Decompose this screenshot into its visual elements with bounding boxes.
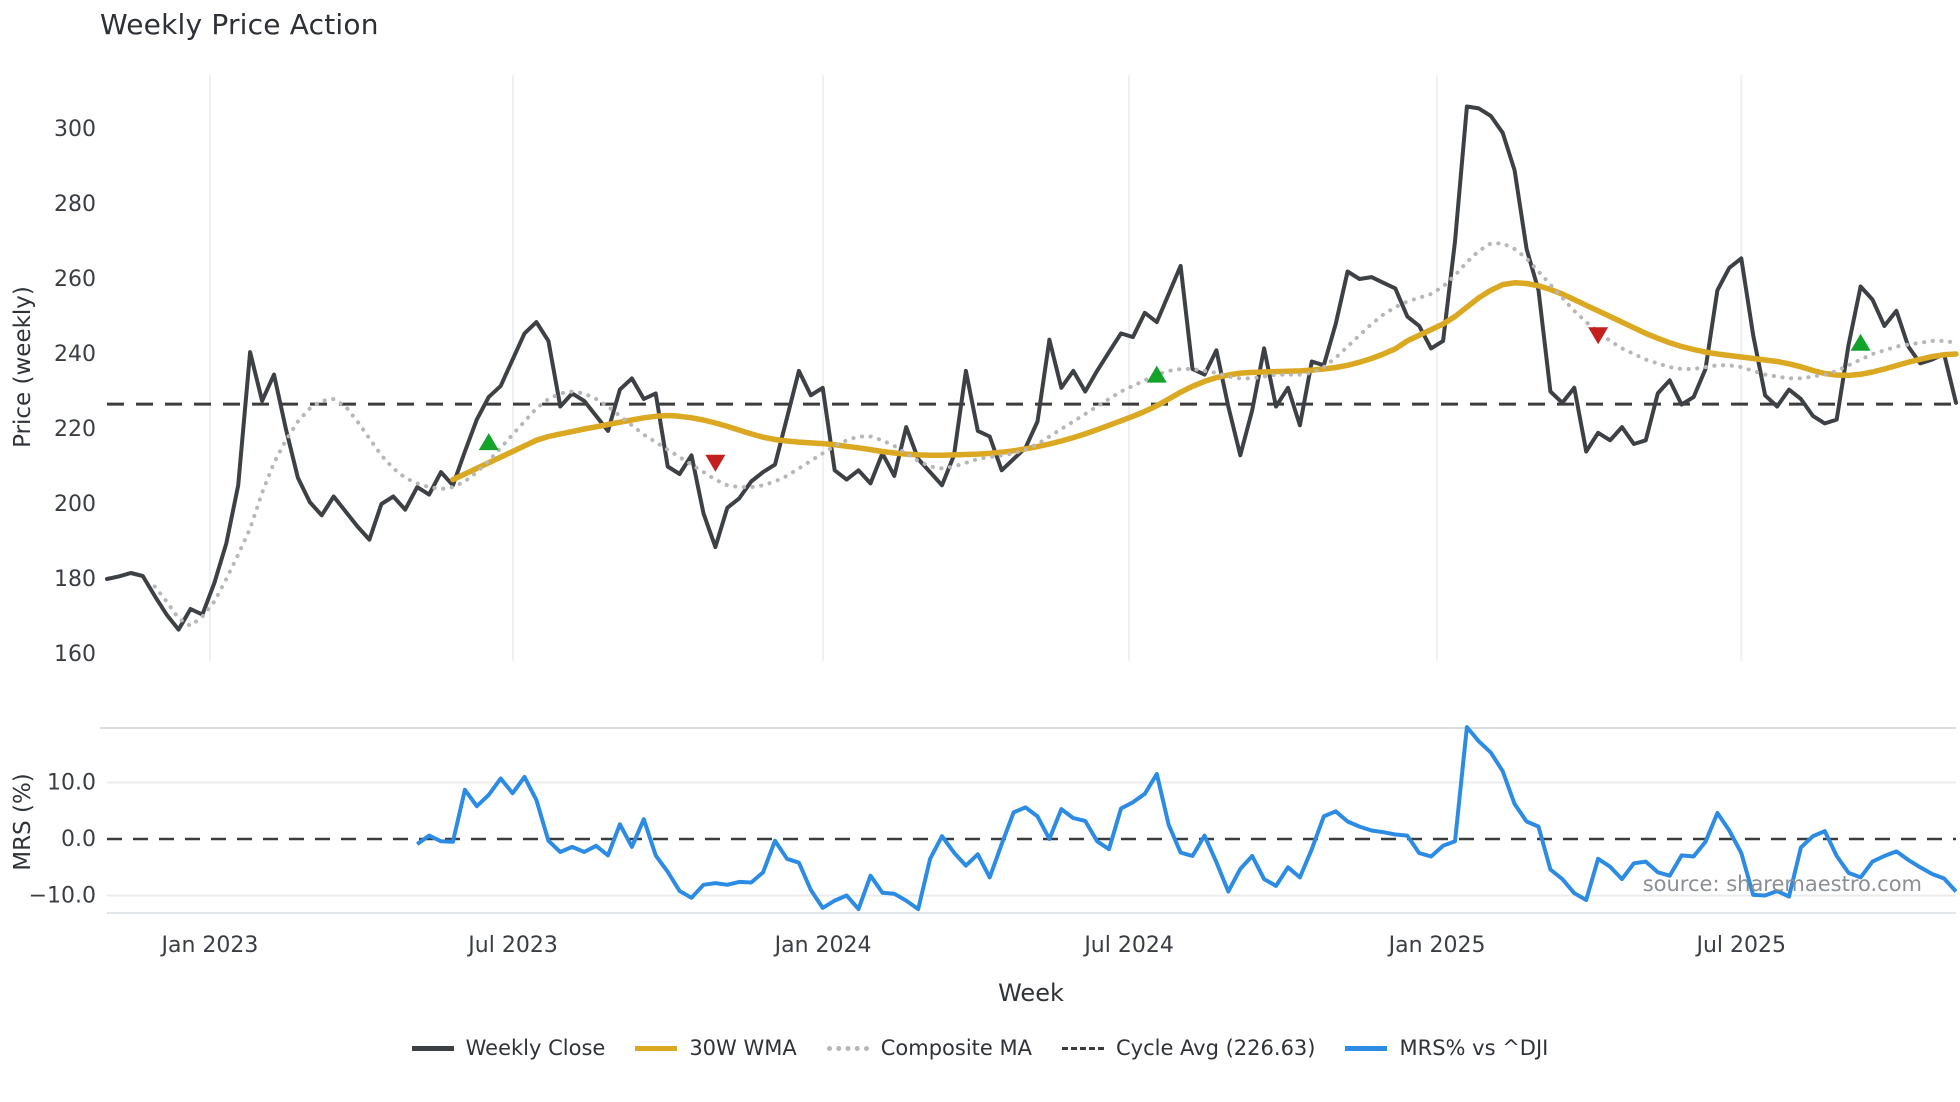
tick-labels-layer: 160 180 200 220 240 260 280 300 10.0 0.0 −10.0 Jan … bbox=[29, 117, 1786, 958]
price-tick-label: 240 bbox=[54, 342, 96, 367]
30w-wma-line bbox=[450, 280, 1959, 483]
price-tick-label: 160 bbox=[54, 642, 96, 667]
chart-legend: Weekly Close 30W WMA Composite MA Cycle Avg… bbox=[0, 1036, 1960, 1060]
price-tick-label: 220 bbox=[54, 417, 96, 442]
mrs-tick-label: −10.0 bbox=[29, 884, 96, 909]
buy-signal-marker bbox=[1146, 365, 1167, 383]
price-tick-label: 200 bbox=[54, 492, 96, 517]
mrs-tick-label: 0.0 bbox=[61, 827, 96, 852]
legend-item-weekly-close: Weekly Close bbox=[411, 1036, 606, 1060]
weekly-close-line bbox=[105, 104, 1958, 632]
chart-title: Weekly Price Action bbox=[100, 8, 379, 41]
legend-swatch bbox=[826, 1045, 869, 1051]
x-tick-label: Jul 2025 bbox=[1695, 933, 1787, 958]
buy-signal-marker bbox=[478, 433, 499, 451]
sell-signal-marker bbox=[1588, 327, 1609, 345]
x-tick-label: Jul 2023 bbox=[466, 933, 558, 958]
legend-swatch bbox=[635, 1045, 678, 1051]
mrs-line bbox=[416, 725, 1958, 912]
x-tick-label: Jan 2024 bbox=[773, 933, 872, 958]
legend-item-composite-ma: Composite MA bbox=[826, 1036, 1032, 1060]
legend-swatch bbox=[411, 1045, 454, 1051]
series-layer bbox=[105, 104, 1959, 912]
legend-label: 30W WMA bbox=[689, 1036, 797, 1060]
legend-label: Composite MA bbox=[880, 1036, 1032, 1060]
price-axis-label: Price (weekly) bbox=[10, 286, 36, 448]
mrs-tick-label: 10.0 bbox=[47, 771, 96, 796]
price-tick-label: 260 bbox=[54, 267, 96, 292]
x-tick-label: Jul 2024 bbox=[1082, 933, 1174, 958]
legend-item-mrs-vs-dji: MRS% vs ^DJI bbox=[1345, 1036, 1548, 1060]
legend-swatch bbox=[1061, 1046, 1104, 1050]
buy-signal-marker bbox=[1850, 333, 1871, 351]
legend-item-cycle-avg-226-63-: Cycle Avg (226.63) bbox=[1061, 1036, 1316, 1060]
price-tick-label: 280 bbox=[54, 192, 96, 217]
sell-signal-marker bbox=[705, 454, 726, 472]
x-tick-label: Jan 2025 bbox=[1387, 933, 1486, 958]
x-tick-label: Jan 2023 bbox=[159, 933, 258, 958]
gridlines-layer bbox=[100, 75, 1956, 914]
price-tick-label: 300 bbox=[54, 117, 96, 142]
price-tick-label: 180 bbox=[54, 567, 96, 592]
source-credit: source: sharemaestro.com bbox=[1642, 872, 1922, 896]
mrs-axis-label: MRS (%) bbox=[10, 773, 36, 871]
composite-ma-line bbox=[152, 241, 1958, 628]
legend-label: Cycle Avg (226.63) bbox=[1115, 1036, 1316, 1060]
legend-label: MRS% vs ^DJI bbox=[1399, 1036, 1549, 1060]
legend-label: Weekly Close bbox=[465, 1036, 606, 1060]
legend-swatch bbox=[1345, 1045, 1388, 1051]
week-axis-label: Week bbox=[998, 979, 1064, 1007]
legend-item-30w-wma: 30W WMA bbox=[635, 1036, 797, 1060]
